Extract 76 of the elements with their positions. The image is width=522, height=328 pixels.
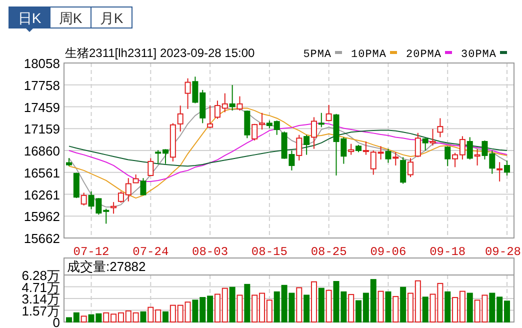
- y-tick-label: 17758: [24, 78, 60, 93]
- y-tick-label: 16261: [24, 187, 60, 202]
- x-tick-label: 09-28: [484, 245, 521, 259]
- x-tick-label: 07-24: [132, 245, 169, 259]
- y-tick-label: 6.28万: [22, 268, 60, 283]
- legend-label: 10PMA: [351, 49, 386, 61]
- candlestick: [466, 136, 473, 160]
- candlestick: [407, 158, 414, 178]
- x-tick-label: 09-18: [430, 245, 466, 259]
- bar: [444, 291, 451, 322]
- x-tick-label: 08-15: [251, 245, 288, 259]
- chart-title: 成交量:27882: [67, 259, 146, 274]
- candlestick: [148, 158, 154, 177]
- bar: [162, 311, 169, 322]
- bar: [236, 294, 243, 322]
- x-tick-label: 09-06: [370, 245, 406, 259]
- text: 月K: [100, 10, 124, 26]
- candlestick: [326, 104, 332, 122]
- candlestick: [496, 162, 503, 182]
- candlestick: [318, 112, 324, 128]
- bar: [385, 291, 392, 322]
- candlestick: [244, 110, 250, 139]
- bar: [296, 287, 302, 322]
- candlestick: [310, 116, 317, 150]
- bar: [466, 292, 473, 322]
- candlestick: [504, 160, 510, 176]
- candlestick: [140, 178, 146, 196]
- legend-label: 5PMA: [303, 49, 332, 61]
- candlestick: [422, 138, 428, 151]
- y-tick-label: 15662: [24, 231, 60, 246]
- candlestick: [177, 105, 184, 132]
- text: 周K: [58, 10, 83, 26]
- y-tick-label: 15962: [24, 209, 60, 224]
- bar: [422, 296, 428, 322]
- candlestick: [400, 156, 406, 184]
- candlestick: [229, 84, 236, 112]
- candlestick: [184, 78, 191, 110]
- candlestick: [414, 132, 421, 158]
- bar: [326, 290, 332, 322]
- bar: [400, 286, 406, 322]
- bar: [310, 281, 317, 322]
- candlestick: [236, 96, 243, 112]
- chart-title: 生猪2311[lh2311] 2023-09-28 15:00: [65, 46, 256, 60]
- candlestick: [304, 134, 310, 156]
- x-tick-label: 08-25: [310, 245, 347, 259]
- candlestick: [392, 152, 399, 166]
- candlestick: [385, 148, 392, 164]
- legend-label: 20PMA: [406, 49, 442, 61]
- bar: [304, 294, 310, 322]
- y-tick-label: 16561: [24, 165, 60, 180]
- y-tick-label: 18058: [24, 56, 60, 71]
- bar: [244, 284, 250, 322]
- x-tick-label: 08-03: [192, 245, 228, 259]
- candlestick: [80, 192, 87, 206]
- candlestick: [437, 118, 444, 138]
- text: 日K: [18, 10, 42, 26]
- candlestick: [207, 105, 214, 129]
- bar: [80, 316, 87, 322]
- bar: [318, 288, 324, 322]
- candlestick: [73, 172, 80, 199]
- candlestick: [474, 148, 480, 166]
- candlestick: [296, 134, 302, 162]
- bar: [229, 286, 236, 322]
- candlestick: [348, 143, 354, 156]
- bar: [378, 290, 384, 322]
- y-tick-label: 16860: [24, 144, 60, 158]
- bar: [140, 311, 146, 322]
- bar: [348, 294, 354, 322]
- y-tick-label: 17159: [24, 122, 60, 137]
- y-tick-label: 17459: [24, 100, 60, 115]
- x-tick-label: 07-12: [73, 245, 110, 259]
- legend-label: 30PMA: [461, 49, 496, 61]
- candlestick: [110, 202, 117, 214]
- candlestick: [444, 146, 451, 167]
- candlestick: [430, 128, 436, 146]
- bar: [392, 296, 399, 322]
